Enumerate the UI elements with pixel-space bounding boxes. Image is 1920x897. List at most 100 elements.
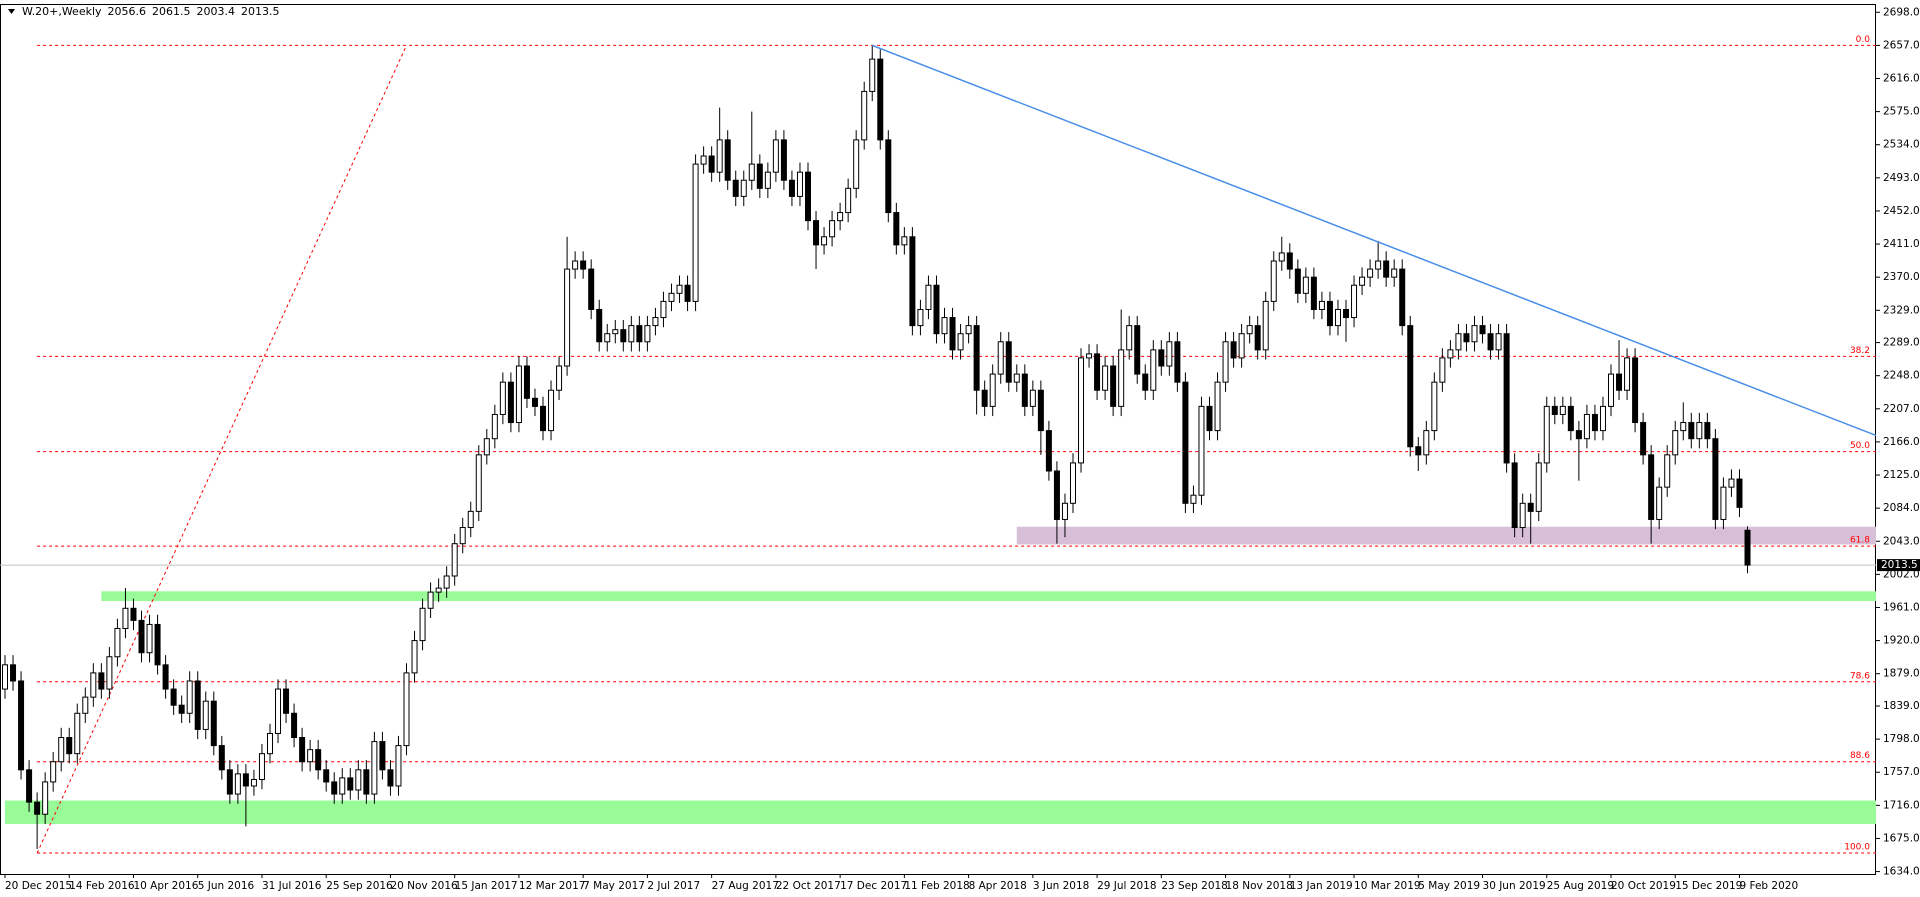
y-tick-label: 1757.0 (1883, 766, 1920, 778)
candle-body (1399, 268, 1406, 327)
candle-body (299, 737, 306, 763)
candle-body (1383, 260, 1390, 278)
candle-body (74, 712, 81, 755)
candle-body (620, 329, 627, 343)
candle-body (275, 688, 282, 734)
candle-body (170, 688, 177, 706)
candle-body (580, 260, 587, 270)
candle-body (1061, 502, 1068, 520)
candle-body (1206, 405, 1213, 432)
candle-body (909, 236, 916, 327)
y-tick-label: 2411.0 (1883, 238, 1920, 250)
candle-body (853, 139, 860, 189)
candle-body (668, 292, 675, 302)
candle-body (821, 236, 828, 246)
zone (1016, 526, 1876, 545)
candle-body (331, 781, 338, 795)
candle-body (315, 749, 322, 771)
x-tick-label: 29 Jul 2018 (1097, 880, 1156, 892)
candle-body (250, 779, 257, 787)
x-tick-label: 18 Nov 2018 (1226, 880, 1293, 892)
y-tick-label: 2534.0 (1883, 139, 1920, 151)
candle-body (973, 325, 980, 391)
candle-body (186, 680, 193, 714)
candle-body (989, 373, 996, 407)
candle-body (1334, 308, 1341, 327)
candle-body (724, 139, 731, 181)
candle-body (1302, 276, 1309, 294)
y-tick-label: 2289.0 (1883, 337, 1920, 349)
candle-body (1495, 333, 1502, 351)
candle-body (548, 389, 555, 432)
y-tick-label: 2657.0 (1883, 39, 1920, 51)
candle-body (531, 397, 538, 407)
candle-body (1431, 381, 1438, 432)
candle-body (1672, 430, 1679, 456)
candle-body (1102, 365, 1109, 391)
candle-body (933, 284, 940, 335)
candle-body (1551, 405, 1558, 415)
y-tick-label: 2125.0 (1883, 469, 1920, 481)
candle-body (234, 773, 241, 795)
candle-body (266, 732, 273, 755)
candle-body (323, 769, 330, 783)
candle-body (780, 139, 787, 181)
candle-body (1599, 405, 1606, 432)
candle-body (588, 268, 595, 310)
candle-body (1013, 373, 1020, 383)
candle-body (1712, 438, 1719, 520)
candle-body (1069, 462, 1076, 504)
candle-body (34, 801, 41, 815)
candle-body (42, 781, 49, 815)
candle-body (1640, 422, 1647, 456)
zone (101, 591, 1877, 602)
x-tick-label: 11 Feb 2018 (904, 880, 969, 892)
layer-zones (5, 526, 1877, 824)
candle-body (1110, 365, 1117, 407)
candle-body (596, 308, 603, 343)
last-close: 2013.5 (241, 5, 280, 18)
candle-body (483, 438, 490, 456)
candle-body (515, 365, 522, 424)
candle-body (877, 58, 884, 141)
candle-body (1174, 341, 1181, 383)
x-tick-label: 23 Sep 2018 (1161, 880, 1228, 892)
candle-body (218, 745, 225, 771)
x-tick-label: 20 Nov 2016 (390, 880, 458, 892)
x-tick-label: 30 Jun 2019 (1483, 880, 1546, 892)
candle-body (1182, 381, 1189, 504)
zone (5, 800, 1876, 824)
candle-body (106, 656, 113, 690)
fib-label: 88.6 (1850, 751, 1870, 761)
candle-body (1078, 357, 1085, 464)
candle-body (1656, 486, 1663, 520)
price-tag-label: 2013.5 (1881, 559, 1918, 571)
candle-body (861, 90, 868, 141)
candle-body (1005, 341, 1012, 383)
y-tick-label: 1634.0 (1883, 866, 1920, 878)
y-tick-label: 2166.0 (1883, 436, 1920, 448)
candle-body (50, 761, 57, 783)
candle-body (845, 187, 852, 214)
candle-body (1680, 422, 1687, 432)
candle-body (1318, 300, 1325, 310)
x-tick-label: 8 Apr 2018 (969, 880, 1027, 892)
x-tick-label: 10 Mar 2019 (1354, 880, 1421, 892)
candle-body (1359, 276, 1366, 286)
y-tick-label: 1839.0 (1883, 700, 1920, 712)
candle-body (1053, 470, 1060, 520)
candle-body (1616, 373, 1623, 391)
candle-body (1591, 413, 1598, 432)
candle-body (1632, 357, 1639, 424)
candle-body (1142, 373, 1149, 391)
y-tick-label: 1961.0 (1883, 601, 1920, 613)
candle-body (82, 696, 89, 714)
candle-body (395, 745, 402, 787)
candle-body (997, 341, 1004, 375)
x-tick-label: 12 Mar 2017 (519, 880, 586, 892)
x-tick-label: 27 Aug 2017 (712, 880, 779, 892)
candle-body (917, 308, 924, 327)
candle-body (1270, 260, 1277, 302)
candle-body (1037, 389, 1044, 432)
